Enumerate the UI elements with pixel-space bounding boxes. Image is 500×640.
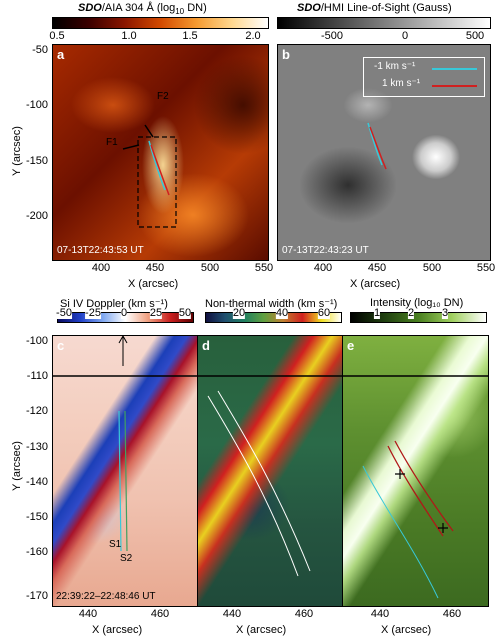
- panel-label-c: c: [57, 338, 65, 353]
- x-tick-b: 550: [476, 262, 496, 274]
- panel-label-d: d: [202, 338, 210, 353]
- x-tick-d: 440: [222, 608, 242, 620]
- cb-aia-tick: 1.5: [182, 30, 198, 42]
- x-tick-c: 460: [150, 608, 170, 620]
- contour-red: [394, 440, 454, 532]
- legend-label-red: 1 km s⁻¹: [382, 78, 421, 89]
- y-tick-bottom: -150: [25, 511, 48, 523]
- y-axis-label-bottom: Y (arcsec): [10, 441, 23, 491]
- x-tick-e: 440: [370, 608, 390, 620]
- panel-label-a: a: [57, 47, 65, 62]
- cb-doppler-tick: 50: [178, 307, 192, 319]
- annotation-f1: F1: [106, 137, 118, 148]
- contour-red: [150, 144, 170, 196]
- y-axis-label-top: Y (arcsec): [10, 126, 23, 176]
- cb-aia-tick: 2.0: [245, 30, 261, 42]
- panel-d-nonthermal-width-map: d: [197, 335, 344, 607]
- x-tick-a: 450: [145, 262, 165, 274]
- arrow-head: [118, 336, 128, 344]
- cb-aia-tick: 0.5: [49, 30, 65, 42]
- y-tick-bottom: -170: [25, 590, 48, 602]
- x-tick-a: 550: [254, 262, 274, 274]
- contour-blue: [148, 140, 166, 191]
- panel-a-aia304-image: a F1 F2 07-13T22:43:53 UT: [52, 44, 269, 261]
- colorbar-title-hmi: SDO/HMI Line-of-Sight (Gauss): [297, 2, 452, 14]
- cb-width-tick: 40: [275, 307, 289, 319]
- arrow-f1: [122, 144, 140, 150]
- colorbar-width: [205, 312, 342, 323]
- annotation-f2: F2: [157, 91, 169, 102]
- panel-e-intensity-map: e: [342, 335, 489, 607]
- cb-aia-tick: 1.0: [121, 30, 137, 42]
- cb-doppler-tick: 0: [120, 307, 128, 319]
- x-axis-label-d: X (arcsec): [236, 624, 287, 636]
- colorbar-title-aia: SDO/AIA 304 Å (log10 DN): [78, 2, 207, 17]
- cb-intensity-tick: 2: [407, 307, 415, 319]
- timestamp-a: 07-13T22:43:53 UT: [57, 245, 144, 256]
- x-axis-label-c: X (arcsec): [92, 624, 143, 636]
- arrow-f2: [144, 124, 154, 138]
- x-tick-b: 500: [422, 262, 442, 274]
- y-tick-bottom: -140: [25, 476, 48, 488]
- cb-intensity-tick: 1: [373, 307, 381, 319]
- legend-box: -1 km s⁻¹ 1 km s⁻¹: [363, 57, 485, 97]
- timestamp-b: 07-13T22:43:23 UT: [282, 245, 369, 256]
- y-tick-bottom: -110: [26, 370, 48, 382]
- y-tick-bottom: -120: [25, 405, 48, 417]
- colorbar-hmi: [277, 17, 491, 29]
- x-tick-a: 400: [91, 262, 111, 274]
- contour-cyan: [362, 465, 439, 599]
- y-tick: -100: [25, 99, 48, 111]
- x-tick-a: 500: [200, 262, 220, 274]
- y-tick: -200: [25, 210, 48, 222]
- annotation-s1: S1: [109, 539, 122, 550]
- slit-s1: [118, 410, 122, 552]
- x-tick-b: 450: [367, 262, 387, 274]
- x-axis-label-a: X (arcsec): [128, 278, 179, 290]
- cb-width-tick: 20: [232, 307, 246, 319]
- contour-red: [387, 445, 444, 537]
- y-tick-bottom: -100: [25, 335, 48, 347]
- legend-label-blue: -1 km s⁻¹: [374, 61, 416, 72]
- marker-cross-2: [438, 523, 448, 533]
- x-tick-d: 460: [294, 608, 314, 620]
- y-tick-bottom: -130: [25, 441, 48, 453]
- panel-label-b: b: [282, 47, 290, 62]
- cb-hmi-tick: 500: [465, 30, 485, 42]
- y-tick: -150: [25, 155, 48, 167]
- cb-hmi-tick: 0: [401, 30, 409, 42]
- cb-doppler-tick: 25: [149, 307, 163, 319]
- y-tick: -50: [32, 44, 48, 56]
- colorbar-intensity: [350, 312, 487, 323]
- cb-hmi-tick: -500: [320, 30, 344, 42]
- cb-doppler-tick: -25: [85, 307, 101, 319]
- cb-width-tick: 60: [317, 307, 331, 319]
- panel-c-doppler-map: c S1 S2 22:39:22–22:48:46 UT: [52, 335, 199, 607]
- x-tick-e: 460: [442, 608, 462, 620]
- contour-red: [369, 126, 387, 170]
- x-axis-label-b: X (arcsec): [350, 278, 401, 290]
- cb-doppler-tick: -50: [56, 307, 72, 319]
- colorbar-title-intensity: Intensity (log₁₀ DN): [370, 297, 464, 309]
- legend-swatch-blue: [432, 68, 477, 70]
- timestamp-c: 22:39:22–22:48:46 UT: [56, 591, 156, 602]
- annotation-s2: S2: [120, 553, 133, 564]
- zoom-box: [137, 136, 177, 228]
- marker-cross-1: [395, 469, 405, 479]
- panel-label-e: e: [347, 338, 355, 353]
- contour-blue: [367, 122, 383, 166]
- y-tick-bottom: -160: [25, 546, 48, 558]
- x-axis-label-e: X (arcsec): [381, 624, 432, 636]
- colorbar-aia: [52, 17, 269, 29]
- x-tick-c: 440: [78, 608, 98, 620]
- contour-white: [207, 395, 299, 577]
- legend-swatch-red: [432, 85, 477, 87]
- x-tick-b: 400: [313, 262, 333, 274]
- cb-intensity-tick: 3: [441, 307, 449, 319]
- slit-s2: [124, 410, 128, 552]
- contour-white: [217, 390, 311, 572]
- panel-b-hmi-image: -1 km s⁻¹ 1 km s⁻¹ b 07-13T22:43:23 UT: [277, 44, 491, 261]
